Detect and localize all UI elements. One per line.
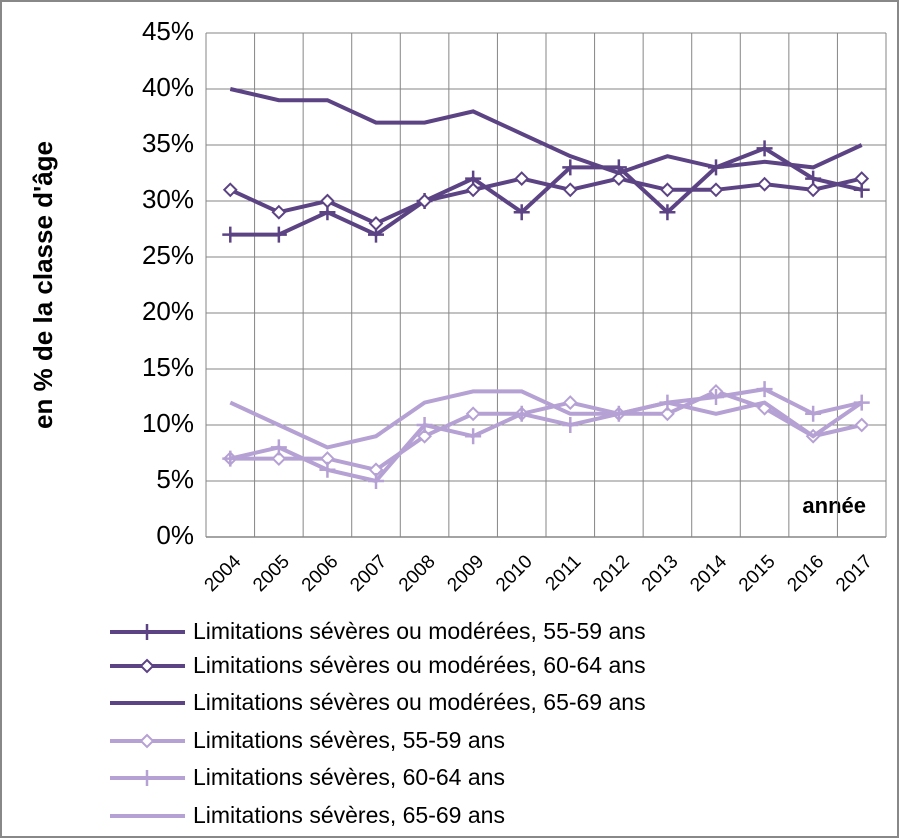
marker — [270, 439, 287, 456]
marker — [756, 140, 773, 157]
series-line — [230, 146, 863, 237]
marker — [805, 182, 821, 198]
marker — [562, 182, 578, 198]
marker — [611, 171, 627, 187]
y-axis-title: en % de la classe d'âge — [28, 141, 58, 429]
legend-label: Limitations sévères ou modérées, 55-59 a… — [193, 618, 646, 644]
marker — [270, 226, 287, 243]
marker — [417, 193, 432, 209]
marker — [465, 182, 481, 198]
y-tick-label: 45% — [142, 16, 194, 46]
series-line — [229, 176, 863, 226]
marker — [416, 417, 433, 433]
marker — [756, 381, 773, 398]
marker — [513, 405, 530, 422]
series-line — [229, 87, 863, 176]
marker — [222, 450, 239, 467]
marker — [854, 417, 870, 433]
marker — [757, 176, 772, 192]
series — [222, 381, 870, 489]
marker — [465, 428, 482, 445]
series — [222, 383, 870, 478]
marker — [320, 193, 335, 209]
y-tick-label: 30% — [142, 184, 194, 214]
marker — [708, 182, 724, 198]
legend-label: Limitations sévères ou modérées, 60-64 a… — [193, 652, 646, 678]
marker — [319, 461, 336, 478]
series-line — [229, 387, 863, 484]
marker — [562, 417, 579, 433]
legend-label: Limitations sévères, 65-69 ans — [193, 802, 505, 828]
marker — [805, 405, 822, 422]
marker — [139, 624, 155, 640]
marker — [562, 159, 579, 176]
series-line — [229, 389, 863, 450]
marker — [465, 406, 481, 422]
marker — [271, 204, 287, 220]
marker — [417, 428, 432, 444]
marker — [660, 182, 675, 198]
x-axis-title: année — [802, 493, 866, 518]
series — [229, 389, 863, 450]
y-tick-label: 5% — [156, 464, 194, 494]
legend-label: Limitations sévères ou modérées, 65-69 a… — [193, 689, 646, 715]
legend-label: Limitations sévères, 55-59 ans — [193, 727, 505, 753]
legend-label: Limitations sévères, 60-64 ans — [193, 764, 505, 790]
y-tick-label: 0% — [156, 520, 194, 550]
y-tick-label: 20% — [142, 296, 194, 326]
marker — [854, 171, 870, 187]
series — [229, 87, 863, 176]
marker — [139, 733, 155, 749]
y-tick-label: 35% — [142, 128, 194, 158]
y-tick-label: 10% — [142, 408, 194, 438]
marker — [222, 182, 238, 198]
marker — [514, 171, 530, 187]
marker — [562, 395, 578, 411]
marker — [368, 473, 384, 489]
marker — [368, 215, 384, 231]
marker — [139, 770, 155, 786]
y-tick-label: 15% — [142, 352, 194, 382]
marker — [708, 389, 724, 405]
series — [222, 171, 870, 231]
marker — [139, 658, 155, 674]
marker — [222, 226, 239, 243]
y-tick-label: 25% — [142, 240, 194, 270]
y-tick-label: 40% — [142, 72, 194, 102]
marker — [513, 204, 530, 221]
marker — [660, 406, 675, 422]
marker — [659, 204, 676, 221]
marker — [271, 451, 287, 467]
